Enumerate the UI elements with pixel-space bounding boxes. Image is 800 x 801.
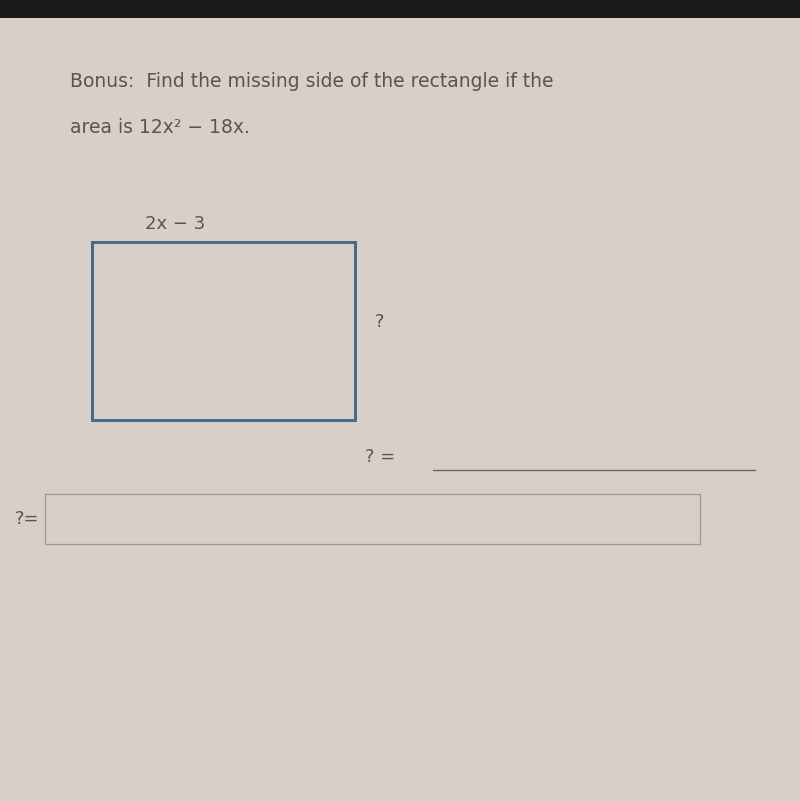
Text: ?: ?	[375, 313, 385, 331]
Text: ?=: ?=	[14, 510, 39, 528]
Bar	[0, 0, 800, 18]
Text: area is 12x² − 18x.: area is 12x² − 18x.	[70, 118, 250, 137]
Text: Bonus:  Find the missing side of the rectangle if the: Bonus: Find the missing side of the rect…	[70, 72, 554, 91]
Bar	[92, 242, 355, 420]
Bar	[45, 494, 700, 544]
Text: 2x − 3: 2x − 3	[145, 215, 206, 233]
Text: ? =: ? =	[365, 448, 395, 466]
